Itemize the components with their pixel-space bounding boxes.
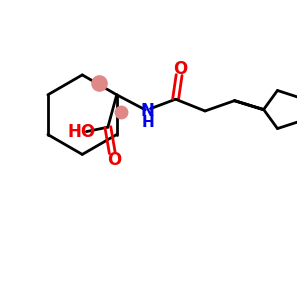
Text: O: O bbox=[106, 151, 121, 169]
Text: HO: HO bbox=[67, 123, 95, 141]
Text: N: N bbox=[141, 102, 154, 120]
Text: H: H bbox=[141, 115, 154, 130]
Text: O: O bbox=[173, 60, 188, 78]
